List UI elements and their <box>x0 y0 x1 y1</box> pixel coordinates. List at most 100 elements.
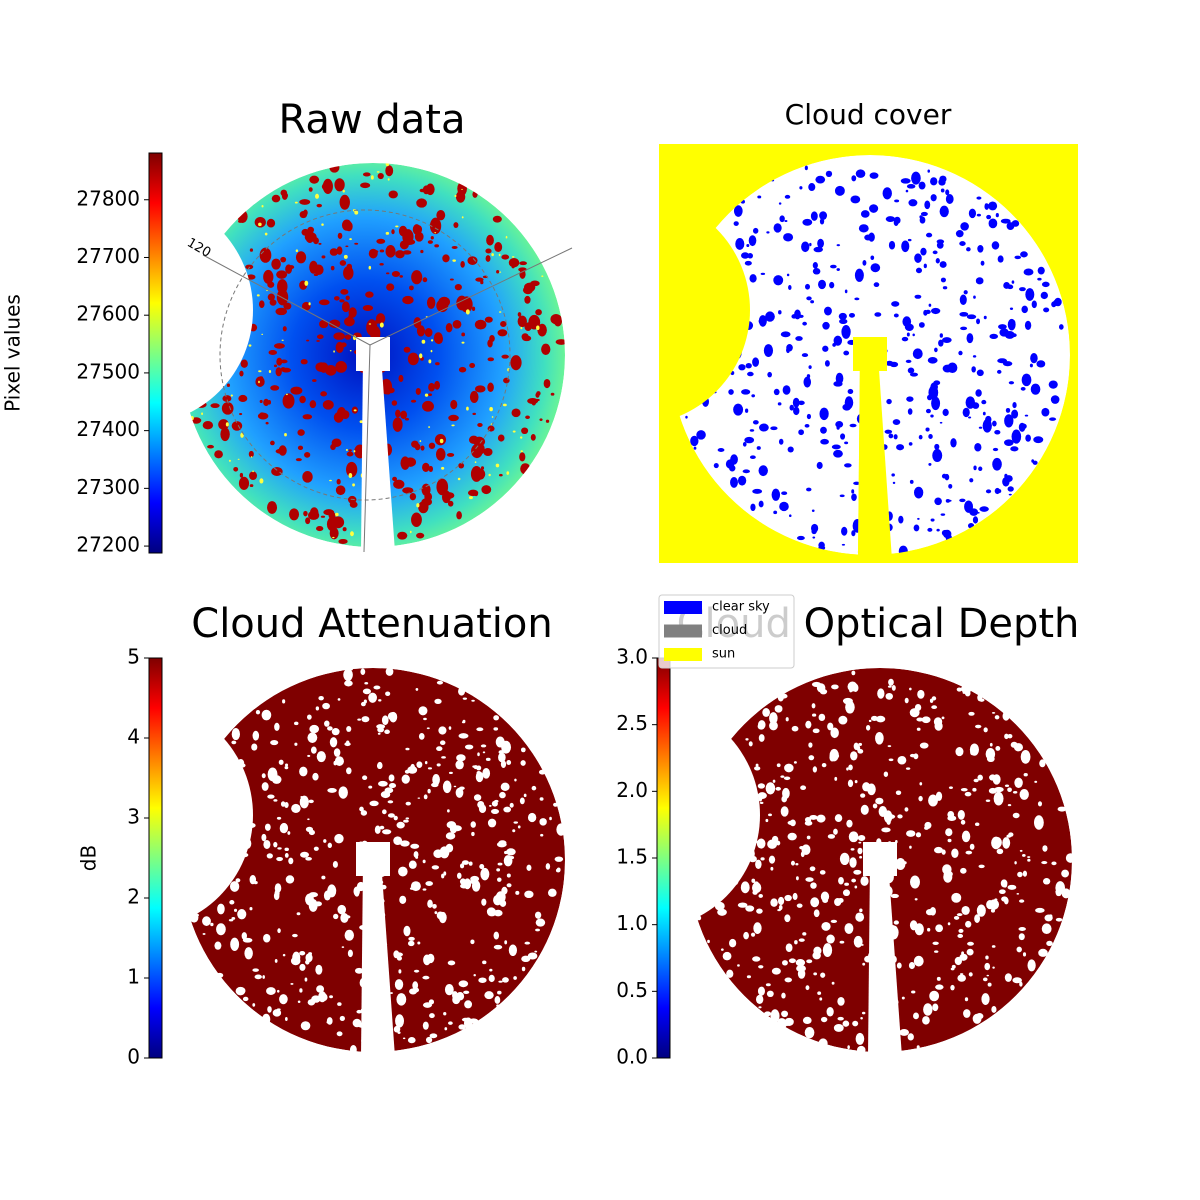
texture-spot <box>300 795 303 799</box>
texture-spot <box>810 897 820 908</box>
texture-spot <box>913 955 924 967</box>
texture-spot <box>789 404 794 411</box>
texture-spot <box>431 782 439 788</box>
texture-spot <box>992 420 997 427</box>
texture-spot <box>194 330 205 340</box>
texture-spot <box>716 776 725 782</box>
texture-spot <box>901 996 905 1000</box>
texture-spot <box>468 496 473 500</box>
texture-spot <box>787 446 794 453</box>
texture-spot <box>289 508 300 521</box>
texture-spot <box>932 448 943 463</box>
texture-spot <box>947 362 958 374</box>
texture-spot <box>350 531 354 537</box>
texture-spot <box>365 511 369 515</box>
texture-spot <box>857 835 866 842</box>
texture-spot <box>961 951 965 956</box>
texture-spot <box>870 263 881 273</box>
texture-spot <box>333 350 335 353</box>
texture-spot <box>1004 414 1014 428</box>
texture-spot <box>365 498 374 507</box>
texture-spot <box>812 713 817 717</box>
texture-spot <box>327 726 333 731</box>
texture-spot <box>753 881 759 886</box>
texture-spot <box>282 953 286 957</box>
texture-spot <box>409 285 414 291</box>
texture-spot <box>918 795 923 802</box>
texture-spot <box>409 887 415 890</box>
texture-spot <box>810 211 818 221</box>
texture-spot <box>848 764 853 771</box>
texture-spot <box>839 494 845 498</box>
texture-spot <box>978 864 985 869</box>
texture-spot <box>726 969 734 978</box>
texture-spot <box>398 969 402 974</box>
texture-spot <box>908 199 918 207</box>
texture-spot <box>900 178 911 184</box>
texture-spot <box>819 870 826 875</box>
texture-spot <box>501 886 508 895</box>
texture-spot <box>935 258 940 264</box>
texture-spot <box>470 939 475 945</box>
texture-spot <box>374 1023 383 1031</box>
texture-spot <box>453 222 459 228</box>
texture-spot <box>374 825 381 834</box>
texture-spot <box>255 710 261 715</box>
texture-spot <box>425 1036 433 1044</box>
texture-spot <box>330 518 340 524</box>
texture-spot <box>758 1006 762 1009</box>
texture-spot <box>493 909 503 917</box>
texture-spot <box>261 333 264 335</box>
texture-spot <box>716 301 725 307</box>
texture-spot <box>497 877 502 882</box>
texture-spot <box>981 993 990 1006</box>
texture-spot <box>554 856 564 862</box>
texture-spot <box>1061 869 1070 878</box>
texture-spot <box>294 721 299 726</box>
texture-spot <box>480 744 487 748</box>
texture-spot <box>858 224 869 233</box>
texture-spot <box>811 703 816 709</box>
texture-spot <box>201 853 210 860</box>
texture-spot <box>906 830 916 837</box>
texture-spot <box>385 161 390 167</box>
texture-spot <box>496 868 501 872</box>
texture-spot <box>780 775 785 778</box>
texture-spot <box>773 388 780 396</box>
texture-spot <box>1020 750 1031 764</box>
texture-spot <box>745 905 755 912</box>
texture-spot <box>744 436 755 444</box>
texture-spot <box>285 763 289 767</box>
texture-spot <box>361 1038 366 1044</box>
texture-spot <box>399 275 403 278</box>
texture-spot <box>178 850 184 858</box>
texture-spot <box>978 466 983 471</box>
texture-spot <box>861 1011 866 1015</box>
texture-spot <box>720 747 725 754</box>
texture-spot <box>797 968 806 979</box>
texture-spot <box>520 747 526 753</box>
texture-spot <box>935 984 944 990</box>
texture-spot <box>537 323 547 337</box>
texture-spot <box>206 882 214 892</box>
texture-spot <box>259 478 264 484</box>
texture-spot <box>774 705 783 713</box>
texture-spot <box>182 855 187 859</box>
texture-spot <box>517 315 527 328</box>
texture-spot <box>418 706 428 716</box>
texture-spot <box>842 697 853 705</box>
texture-spot <box>813 972 818 976</box>
texture-spot <box>876 1019 886 1026</box>
texture-spot <box>850 195 861 204</box>
texture-spot <box>222 833 226 837</box>
texture-spot <box>960 788 968 792</box>
texture-spot <box>1016 892 1020 895</box>
texture-spot <box>844 882 849 886</box>
texture-spot <box>333 748 341 757</box>
colorbar-tick-label: 2 <box>127 885 140 909</box>
texture-spot <box>974 442 982 452</box>
texture-spot <box>375 409 379 412</box>
texture-spot <box>972 1013 982 1024</box>
texture-spot <box>862 962 866 966</box>
texture-spot <box>1022 952 1027 957</box>
